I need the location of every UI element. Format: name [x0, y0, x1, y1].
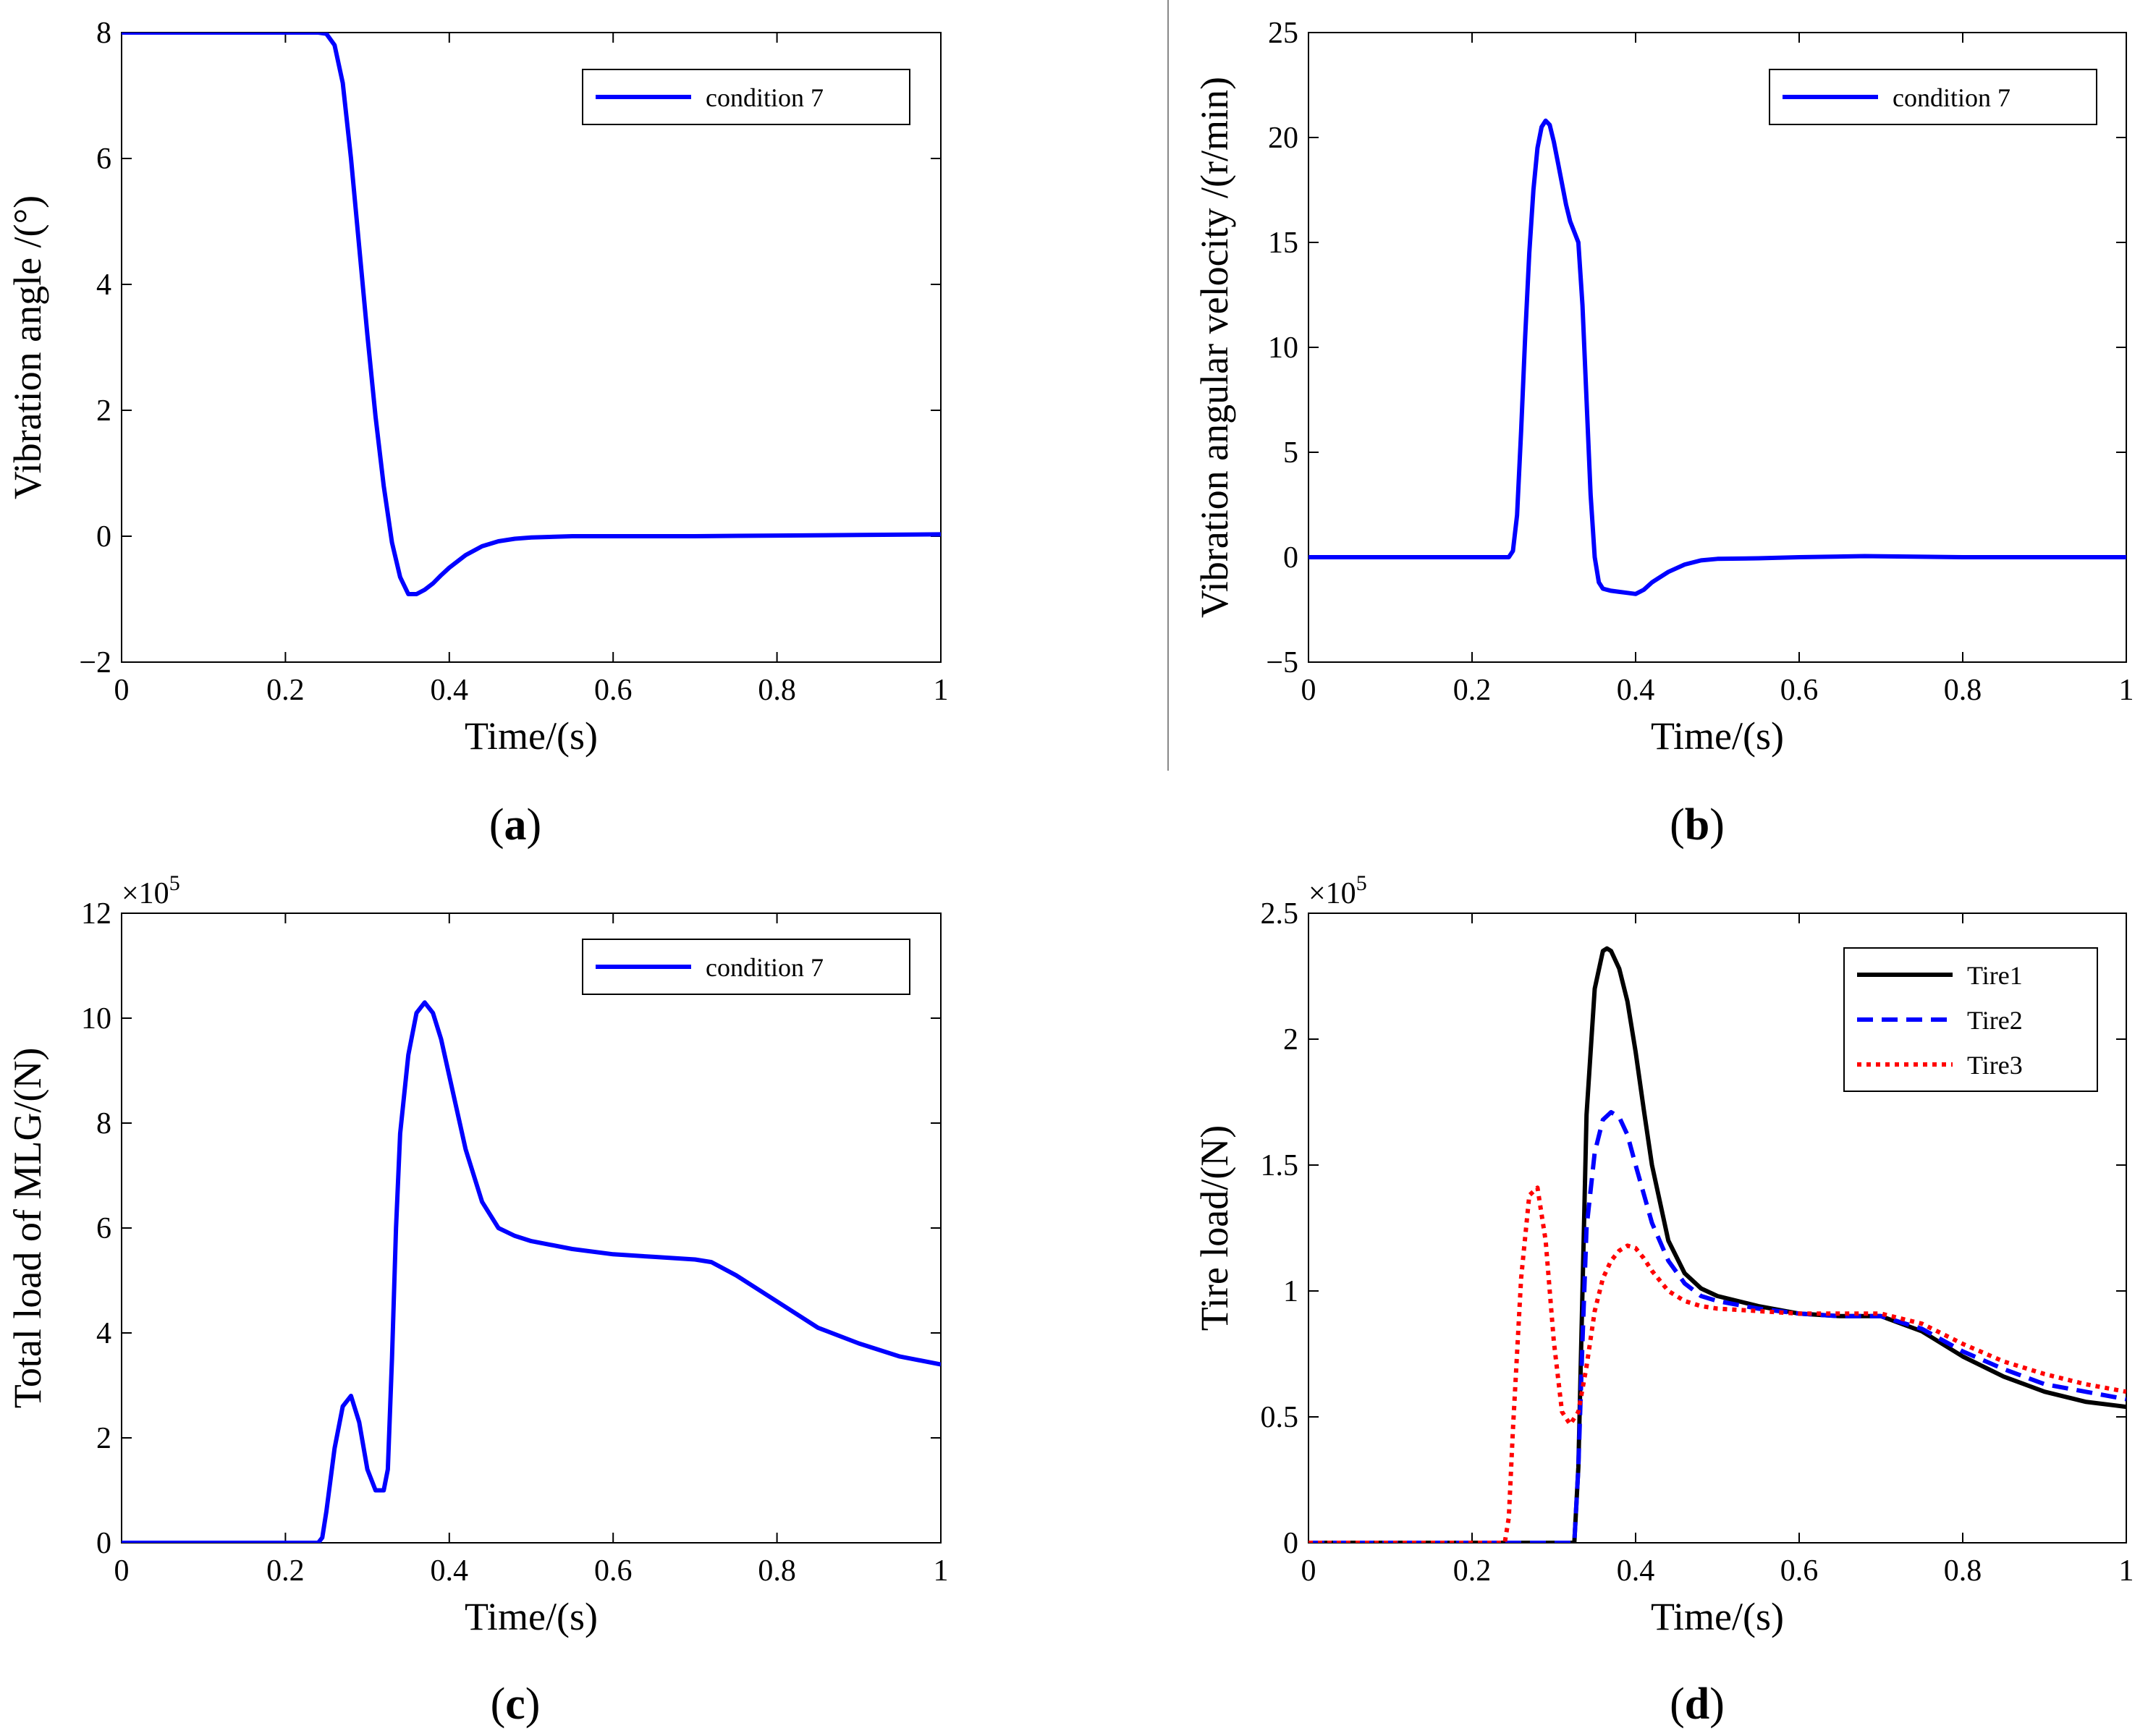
- x-axis-label: Time/(s): [1651, 1595, 1784, 1638]
- panel-caption: (d): [1670, 1680, 1725, 1729]
- x-tick-label: 0: [114, 1554, 130, 1588]
- y-tick-label: 4: [96, 1317, 111, 1350]
- y-axis-label: Vibration angular velocity /(r/min): [1193, 77, 1236, 618]
- x-tick-label: 0.4: [1617, 674, 1655, 707]
- y-tick-label: 2: [96, 394, 111, 428]
- chart-panel-c: 0 0.2 0.4 0.6 0.8 1024681012×105Time/(s)Total…: [6, 871, 949, 1729]
- y-tick-label: 12: [81, 897, 111, 931]
- y-tick-label: 10: [1268, 331, 1298, 365]
- y-tick-label: 8: [96, 17, 111, 50]
- chart-panel-b: 0 0.2 0.4 0.6 0.8 1−50510152025Time/(s)Vibrat…: [1193, 17, 2134, 850]
- y-tick-label: 2: [1283, 1023, 1298, 1057]
- x-tick-label: 1: [2119, 674, 2134, 707]
- y-tick-label: 0.5: [1261, 1401, 1299, 1434]
- x-tick-label: 0.2: [1453, 1554, 1492, 1588]
- x-tick-label: 0.4: [431, 674, 469, 707]
- y-tick-label: −5: [1266, 646, 1298, 679]
- y-tick-label: 1: [1283, 1275, 1298, 1308]
- chart-panel-d: 0 0.2 0.4 0.6 0.8 1 0 0.5 1 1.5 2 2.5 ×105 Time/(s) Ti…: [1193, 871, 2134, 1729]
- x-tick-label: 0.2: [266, 674, 305, 707]
- legend: condition 7: [582, 69, 910, 125]
- y-tick-label: 6: [96, 143, 111, 176]
- x-tick-label: 0.2: [1453, 674, 1492, 707]
- x-tick-label: 0: [114, 674, 130, 707]
- y-axis-label: Vibration angle /(°): [6, 195, 49, 499]
- plot-frame: [1308, 32, 2127, 663]
- legend-label: Tire1: [1967, 961, 2023, 990]
- plot-frame: [121, 913, 942, 1544]
- x-tick-label: 0.8: [758, 1554, 796, 1588]
- x-tick-label: 0.6: [594, 674, 633, 707]
- x-tick-label: 0.6: [1780, 1554, 1819, 1588]
- x-tick-label: 1: [934, 1554, 949, 1588]
- x-tick-label: 1: [2119, 1554, 2134, 1588]
- y-tick-label: 5: [1283, 436, 1298, 470]
- y-tick-label: 0: [1283, 1527, 1298, 1560]
- x-tick-label: 0: [1301, 1554, 1316, 1588]
- legend-label: Tire3: [1967, 1051, 2023, 1080]
- legend-label: condition 7: [1893, 83, 2010, 112]
- axis-exponent: ×105: [1308, 871, 1367, 910]
- x-tick-label: 0.8: [1944, 674, 1982, 707]
- legend: condition 7: [582, 939, 910, 995]
- x-tick-label: 0.6: [1780, 674, 1819, 707]
- series-line-condition-7: [122, 1000, 941, 1543]
- y-axis-label: Total load of MLG/(N): [6, 1048, 49, 1409]
- x-axis-label: Time/(s): [465, 1595, 598, 1638]
- x-axis-label: Time/(s): [465, 714, 598, 758]
- y-tick-label: 4: [96, 268, 111, 302]
- series-line-condition-7: [122, 33, 941, 596]
- y-tick-label: 0: [96, 1527, 111, 1560]
- y-tick-label: 2: [96, 1422, 111, 1455]
- y-tick-label: 15: [1268, 226, 1298, 260]
- x-tick-label: 0.6: [594, 1554, 633, 1588]
- x-tick-label: 0.8: [758, 674, 796, 707]
- series-line-condition-7: [1308, 118, 2126, 596]
- series-line-tire3: [1308, 1185, 2126, 1543]
- y-tick-label: 1.5: [1261, 1149, 1299, 1182]
- axis-exponent: ×105: [122, 871, 180, 910]
- y-tick-label: 8: [96, 1107, 111, 1140]
- legend-label: condition 7: [706, 953, 824, 982]
- panel-caption: (b): [1670, 800, 1725, 850]
- x-tick-label: 1: [934, 674, 949, 707]
- y-tick-label: −2: [79, 646, 111, 679]
- panel-caption: (c): [491, 1680, 541, 1729]
- y-tick-label: 0: [96, 520, 111, 554]
- x-tick-label: 0.4: [1617, 1554, 1655, 1588]
- x-axis-label: Time/(s): [1651, 714, 1784, 758]
- legend: condition 7: [1769, 69, 2097, 125]
- series-line-tire2: [1308, 1109, 2126, 1543]
- x-tick-label: 0: [1301, 674, 1316, 707]
- plot-frame: [121, 32, 942, 663]
- x-tick-label: 0.8: [1944, 1554, 1982, 1588]
- legend-label: condition 7: [706, 83, 824, 112]
- panel-caption: (a): [489, 800, 541, 850]
- plot-frame: [1308, 913, 2127, 1544]
- legend: Tire1 Tire2 Tire3: [1843, 947, 2098, 1092]
- y-tick-label: 6: [96, 1212, 111, 1245]
- y-tick-label: 0: [1283, 541, 1298, 575]
- y-axis-label: Tire load/(N): [1193, 1125, 1236, 1331]
- y-tick-label: 2.5: [1261, 897, 1299, 931]
- y-tick-label: 10: [81, 1002, 111, 1036]
- x-tick-label: 0.4: [431, 1554, 469, 1588]
- y-tick-label: 20: [1268, 122, 1298, 155]
- y-tick-label: 25: [1268, 17, 1298, 50]
- x-tick-label: 0.2: [266, 1554, 305, 1588]
- legend-label: Tire2: [1967, 1006, 2023, 1035]
- series-line-tire1: [1308, 946, 2126, 1543]
